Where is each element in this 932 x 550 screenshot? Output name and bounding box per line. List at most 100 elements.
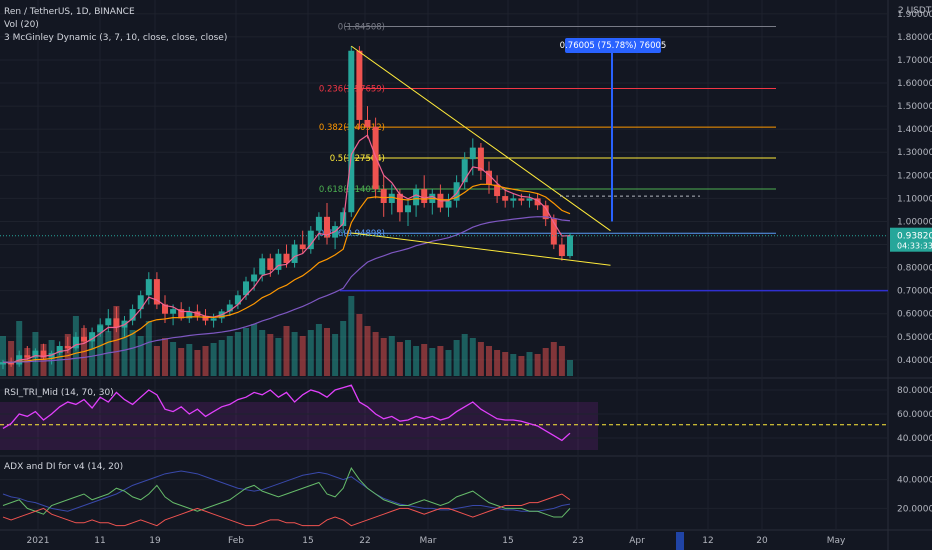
candle xyxy=(72,332,79,351)
candle-body xyxy=(469,147,476,160)
candle-body xyxy=(24,355,31,358)
y-tick-label: 1.90000 xyxy=(897,10,932,20)
volume-bar xyxy=(129,330,136,376)
x-tick-label: 19 xyxy=(149,536,161,546)
candle xyxy=(469,138,476,176)
candle-body xyxy=(251,274,258,282)
candle-body xyxy=(307,230,314,250)
candle xyxy=(494,175,501,203)
volume-bar xyxy=(210,343,217,376)
candle-body xyxy=(234,295,241,305)
volume-bar xyxy=(162,338,168,376)
candle-body xyxy=(477,147,484,171)
candle xyxy=(81,325,87,344)
candle xyxy=(542,200,549,227)
currency-label: 2 USDT xyxy=(898,6,932,16)
x-tick-label: 20 xyxy=(756,536,768,546)
y-tick-label: 0.70000 xyxy=(897,287,932,297)
volume-bar xyxy=(348,296,355,376)
adx-line xyxy=(2,470,571,512)
volume-bar xyxy=(275,338,282,376)
candle xyxy=(461,152,468,190)
volume-bar xyxy=(437,346,444,376)
candle xyxy=(534,193,541,210)
candle-body xyxy=(486,170,492,185)
candle xyxy=(153,272,160,310)
volume-bar xyxy=(56,346,63,376)
candle-body xyxy=(510,198,517,201)
trendline xyxy=(351,232,611,266)
x-tick-label: 11 xyxy=(94,536,105,546)
candle xyxy=(510,193,517,208)
candle-body xyxy=(453,182,460,201)
volume-bar xyxy=(429,348,436,376)
candle xyxy=(186,306,193,323)
candle-body xyxy=(129,309,136,321)
candle-body xyxy=(202,316,209,321)
candle-body xyxy=(291,244,298,263)
candle-body xyxy=(461,159,468,183)
measure-label-box xyxy=(565,38,661,53)
candle-body xyxy=(105,318,112,326)
candle-body xyxy=(275,253,282,270)
volume-bar xyxy=(145,321,152,376)
volume-bar xyxy=(494,350,501,376)
candle-body xyxy=(210,318,217,321)
volume-bar xyxy=(137,336,144,376)
volume-bar xyxy=(178,348,185,376)
time-axis-marker xyxy=(676,532,684,550)
candle-body xyxy=(64,346,71,349)
candle xyxy=(324,202,330,245)
x-tick-label: 2021 xyxy=(27,536,50,546)
candle xyxy=(526,193,533,208)
volume-bar xyxy=(121,326,128,376)
candle xyxy=(299,230,306,254)
volume-bar xyxy=(534,354,541,376)
candle xyxy=(380,175,387,217)
candle-body xyxy=(518,198,525,201)
candle-body xyxy=(445,200,452,208)
candle-body xyxy=(0,362,6,365)
rsi-tick-label: 60.00000 xyxy=(897,410,932,420)
volume-bar xyxy=(486,346,492,376)
x-tick-label: 15 xyxy=(502,536,513,546)
volume-bar xyxy=(396,342,403,376)
candle-body xyxy=(145,279,152,296)
candle-body xyxy=(283,253,290,263)
volume-bar xyxy=(558,346,565,376)
volume-bar xyxy=(526,352,533,376)
candle xyxy=(259,253,266,282)
candle-body xyxy=(32,350,39,358)
rsi-title: RSI_TRI_Mid (14, 70, 30) xyxy=(4,388,114,398)
candle xyxy=(89,327,96,349)
candle-body xyxy=(226,304,233,312)
candle xyxy=(445,193,452,217)
y-tick-label: 0.60000 xyxy=(897,310,932,320)
candle xyxy=(405,198,411,227)
rsi-tick-label: 80.00000 xyxy=(897,386,932,396)
candle xyxy=(348,46,355,217)
volume-bar xyxy=(477,342,484,376)
vol-indicator-label: Vol (20) xyxy=(4,20,39,30)
candle-body xyxy=(315,216,322,231)
volume-bar xyxy=(251,324,258,376)
volume-bar xyxy=(364,326,371,376)
volume-bar xyxy=(405,340,411,376)
candle-body xyxy=(81,336,87,342)
candle xyxy=(105,309,112,333)
volume-bar xyxy=(113,306,120,376)
candle-body xyxy=(186,311,193,319)
volume-bar xyxy=(550,342,557,376)
candle-body xyxy=(40,350,47,358)
candle-body xyxy=(348,50,355,213)
volume-bar xyxy=(502,352,509,376)
measure-label: 0.76005 (75.78%) 76005 xyxy=(560,41,667,51)
candle xyxy=(234,290,241,310)
volume-bar xyxy=(291,332,298,376)
volume-bar xyxy=(234,332,241,376)
candle xyxy=(429,189,436,215)
candle-body xyxy=(162,304,168,314)
candle xyxy=(518,193,525,206)
adx-tick-label: 20.00000 xyxy=(897,504,932,514)
